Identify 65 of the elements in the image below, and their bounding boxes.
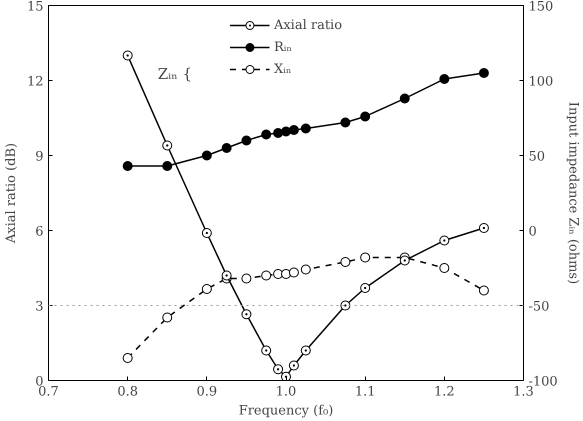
point xyxy=(261,346,272,356)
x-tick-label: 1.0 xyxy=(276,384,296,400)
x-tick-label: 1.1 xyxy=(354,384,376,400)
point xyxy=(288,360,299,370)
point xyxy=(202,284,212,294)
point xyxy=(300,264,311,274)
point xyxy=(400,256,410,266)
x-tick-label: 1.3 xyxy=(513,384,534,400)
y-tick-label: 12 xyxy=(26,74,44,90)
x-tick-label: 1.2 xyxy=(434,384,455,400)
point xyxy=(273,128,284,138)
point xyxy=(300,346,311,356)
point xyxy=(360,252,370,262)
point xyxy=(122,50,133,60)
point xyxy=(340,300,350,310)
point xyxy=(281,126,291,136)
point xyxy=(202,150,212,160)
point xyxy=(261,130,272,140)
y2-tick-label: 0 xyxy=(528,224,537,240)
y2-tick-label: 150 xyxy=(528,0,554,14)
y-tick-label: 6 xyxy=(35,224,44,240)
point xyxy=(122,353,133,363)
point xyxy=(478,68,489,78)
y2-tick-label: 100 xyxy=(528,74,554,90)
legend-label: Xᵢₙ xyxy=(274,62,292,76)
point xyxy=(162,161,172,171)
legend-label: Rᵢₙ xyxy=(274,40,293,54)
x-axis-title: Frequency (f₀) xyxy=(238,404,334,418)
y-tick-label: 9 xyxy=(35,150,44,164)
y-tick-label: 15 xyxy=(26,0,44,14)
point xyxy=(241,274,252,284)
x-tick-label: 0.8 xyxy=(117,384,138,400)
annotation: Zᵢₙ { xyxy=(158,65,192,83)
point xyxy=(288,125,299,135)
point xyxy=(222,143,232,153)
legend-label: Axial ratio xyxy=(274,18,342,32)
point xyxy=(288,268,299,278)
point xyxy=(340,118,350,128)
point xyxy=(261,270,272,280)
point xyxy=(122,161,133,171)
point xyxy=(241,136,252,146)
point xyxy=(340,257,350,267)
y-axis-title: Axial ratio (dB) xyxy=(4,142,19,244)
point xyxy=(439,236,450,246)
point xyxy=(281,372,291,380)
point xyxy=(478,223,489,233)
y2-tick-label: 50 xyxy=(528,150,546,164)
point xyxy=(478,286,489,296)
point xyxy=(400,94,410,104)
point xyxy=(439,74,450,84)
point xyxy=(360,283,370,293)
point xyxy=(241,309,252,320)
y2-axis-title: Input impedance Zᵢₙ (ohms) xyxy=(566,102,581,284)
point xyxy=(162,312,172,322)
point xyxy=(202,228,212,238)
point xyxy=(273,364,284,374)
x-tick-label: 0.9 xyxy=(196,384,218,400)
point xyxy=(360,112,370,122)
point xyxy=(439,263,450,273)
point xyxy=(162,140,172,150)
x-tick-label: 0.7 xyxy=(38,384,59,400)
point xyxy=(222,270,232,280)
y2-tick-label: -50 xyxy=(528,300,550,314)
point xyxy=(300,124,311,134)
y-tick-label: 3 xyxy=(35,300,44,314)
